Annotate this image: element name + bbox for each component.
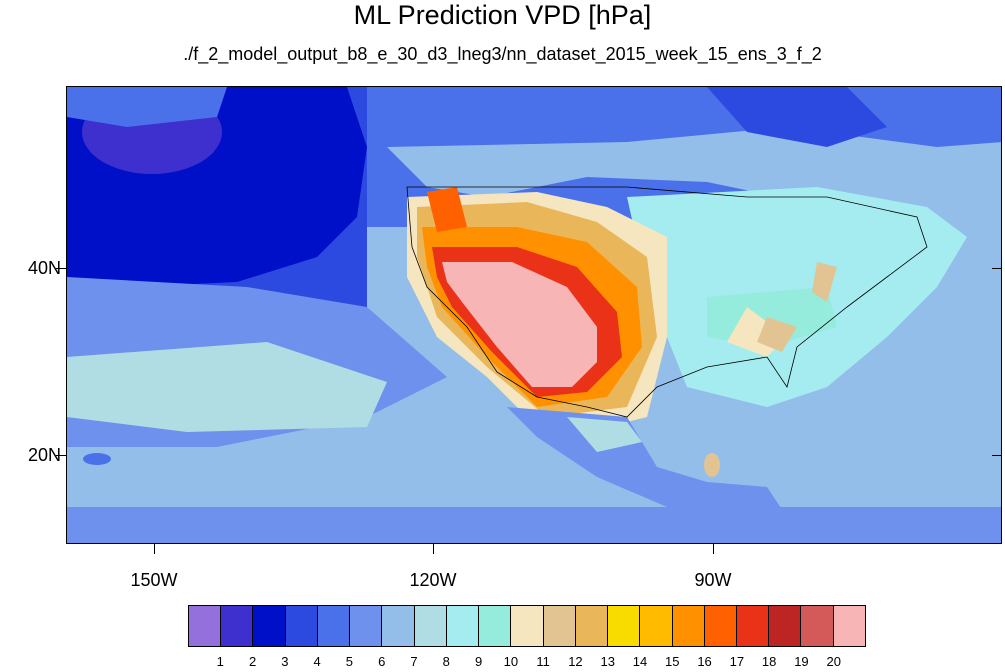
- colorbar-cell: [221, 606, 254, 646]
- colorbar-label: 19: [794, 654, 809, 669]
- colorbar-label: 11: [536, 654, 550, 669]
- hudson-region: [707, 87, 887, 147]
- colorbar-cell: [543, 606, 576, 646]
- map-title: ML Prediction VPD [hPa]: [353, 0, 652, 30]
- colorbar-cell: [317, 606, 351, 646]
- colorbar-label: 18: [761, 654, 777, 669]
- vpd-map: [66, 86, 1002, 544]
- colorbar-cell: [285, 606, 318, 646]
- colorbar-cell: [608, 606, 641, 646]
- mexico-region: [507, 407, 787, 527]
- lat-label-20n: 20N: [28, 445, 62, 465]
- colorbar-cell: [189, 606, 222, 646]
- pacific-northwest-dry-patch: [427, 187, 467, 232]
- colorbar-label: 6: [378, 654, 386, 669]
- colorbar-cell: [382, 606, 415, 646]
- lat-tick-40n: [56, 268, 66, 269]
- colorbar-cell: [479, 606, 512, 646]
- colorbar-cell: [446, 606, 480, 646]
- colorbar-label: 17: [729, 654, 745, 669]
- mid-atlantic-dry-patch: [812, 262, 837, 302]
- colorbar-label: 15: [665, 654, 680, 669]
- colorbar-cell: [801, 606, 834, 646]
- colorbar-label: 14: [632, 654, 648, 669]
- colorbar-label: 8: [442, 654, 450, 669]
- conus-outline: [406, 186, 928, 418]
- colorbar-cell: [575, 606, 609, 646]
- colorbar-label: 13: [600, 654, 615, 669]
- colorbar: [188, 605, 866, 647]
- colorbar-label: 16: [697, 654, 712, 669]
- colorbar-cell: [704, 606, 737, 646]
- colorbar-label: 4: [313, 654, 321, 669]
- lat-tick-20n: [56, 455, 66, 456]
- colorbar-cell: [833, 606, 865, 646]
- colorbar-cell: [672, 606, 705, 646]
- lat-tick-20n-right: [992, 455, 1002, 456]
- lon-tick-90w: [713, 544, 714, 554]
- colorbar-cell: [511, 606, 544, 646]
- colorbar-label: 1: [216, 654, 224, 669]
- vpd-field-svg: [67, 87, 1001, 543]
- lon-tick-150w: [154, 544, 155, 554]
- colorbar-cell: [414, 606, 447, 646]
- colorbar-label: 2: [248, 654, 257, 669]
- colorbar-label: 12: [568, 654, 583, 669]
- lon-label-120w: 120W: [409, 570, 457, 590]
- southern-band: [67, 507, 1001, 543]
- colorbar-cell: [736, 606, 770, 646]
- colorbar-label: 20: [826, 654, 841, 669]
- colorbar-label: 9: [474, 654, 483, 669]
- lon-tick-120w: [433, 544, 434, 554]
- lon-label-150w: 150W: [130, 570, 178, 590]
- colorbar-cell: [640, 606, 673, 646]
- colorbar-label: 10: [503, 654, 519, 669]
- lat-label-40n: 40N: [28, 258, 62, 278]
- hawaii-region: [83, 453, 111, 465]
- alaska-gulf-region: [67, 87, 227, 127]
- colorbar-cell: [253, 606, 286, 646]
- colorbar-cell: [350, 606, 383, 646]
- colorbar-label: 3: [281, 654, 289, 669]
- yucatan-dry-patch: [704, 453, 720, 477]
- subtropical-pacific-band: [67, 342, 387, 432]
- map-subtitle: ./f_2_model_output_b8_e_30_d3_lneg3/nn_d…: [183, 44, 822, 64]
- colorbar-label: 7: [410, 654, 418, 669]
- lon-label-90w: 90W: [694, 570, 732, 590]
- lat-tick-40n-right: [992, 268, 1002, 269]
- mexico-plateau: [567, 417, 642, 452]
- southwest-extreme-vpd: [442, 262, 597, 387]
- colorbar-label: 5: [345, 654, 354, 669]
- colorbar-cell: [769, 606, 802, 646]
- southeast-dry-core: [757, 317, 797, 352]
